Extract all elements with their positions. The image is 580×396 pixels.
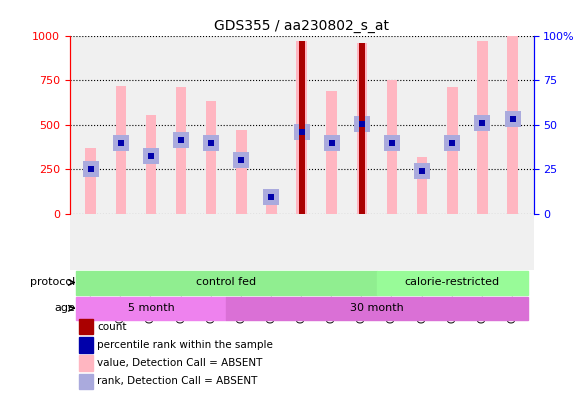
Bar (296, 41, 307, 214)
Bar (447, 87, 458, 214)
Bar (327, 91, 337, 214)
Title: GDS355 / aa230802_s_at: GDS355 / aa230802_s_at (214, 19, 389, 33)
Bar (79, 356, 93, 371)
Bar (357, 43, 367, 214)
Text: count: count (97, 322, 127, 331)
Bar (236, 130, 246, 214)
Bar (477, 41, 488, 214)
Bar (299, 41, 304, 214)
Text: rank, Detection Call = ABSENT: rank, Detection Call = ABSENT (97, 377, 258, 386)
Bar (146, 115, 156, 214)
Bar (79, 337, 93, 353)
Text: age: age (55, 303, 75, 313)
Bar (79, 319, 93, 334)
Bar (206, 101, 216, 214)
Text: protocol: protocol (30, 278, 75, 287)
Bar (266, 190, 277, 214)
Bar (176, 87, 186, 214)
Text: value, Detection Call = ABSENT: value, Detection Call = ABSENT (97, 358, 263, 368)
Text: percentile rank within the sample: percentile rank within the sample (97, 340, 273, 350)
Text: 30 month: 30 month (350, 303, 404, 313)
Bar (115, 86, 126, 214)
Bar (377, 271, 528, 295)
Bar (508, 36, 518, 214)
Bar (417, 157, 427, 214)
Bar (359, 43, 365, 214)
Text: control fed: control fed (196, 278, 256, 287)
Bar (75, 271, 377, 295)
Text: calorie-restricted: calorie-restricted (405, 278, 500, 287)
Bar (85, 148, 96, 214)
Bar (75, 297, 226, 320)
Text: 5 month: 5 month (128, 303, 175, 313)
Bar (387, 80, 397, 214)
Bar (79, 374, 93, 389)
Bar (226, 297, 528, 320)
